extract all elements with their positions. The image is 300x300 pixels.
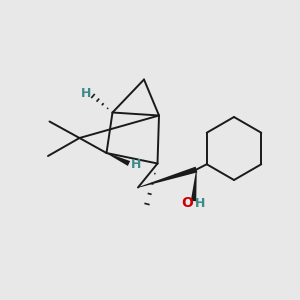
Polygon shape bbox=[138, 167, 197, 188]
Text: O: O bbox=[181, 196, 193, 210]
Polygon shape bbox=[106, 153, 130, 166]
Text: H: H bbox=[131, 158, 142, 172]
Text: H: H bbox=[81, 87, 92, 100]
Polygon shape bbox=[191, 169, 197, 201]
Text: H: H bbox=[195, 197, 205, 210]
